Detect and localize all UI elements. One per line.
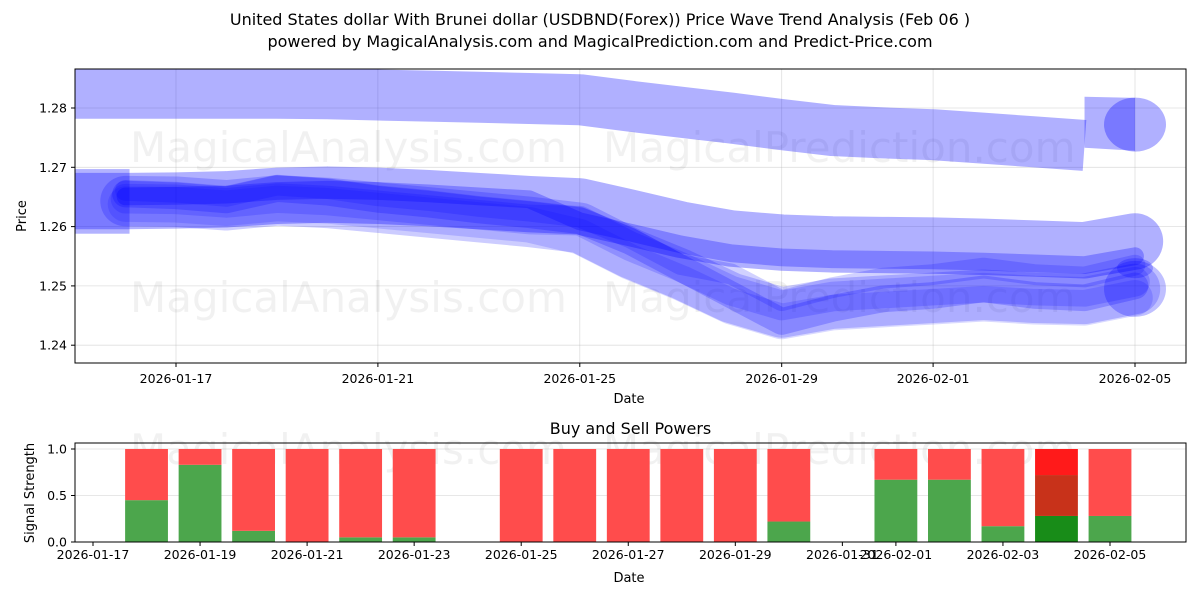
signal-x-tick: 2026-01-25 <box>485 547 558 562</box>
signal-bar <box>606 449 650 542</box>
signal-bar <box>713 449 757 542</box>
signal-x-label: Date <box>613 571 644 586</box>
price-x-tick: 2026-01-25 <box>543 371 616 386</box>
signal-bar <box>499 449 543 542</box>
signal-axes: 0.0 0.5 1.0 2026-01-17 2026-01-19 2026-01-21 2… <box>47 442 1146 563</box>
signal-x-tick: 2026-01-31 <box>806 547 879 562</box>
signal-x-tick: 2026-01-27 <box>592 547 665 562</box>
signal-bar <box>392 449 436 542</box>
signal-bars <box>125 449 1132 542</box>
signal-bar <box>178 449 222 542</box>
signal-y-tick: 0.5 <box>47 488 67 503</box>
price-y-tick: 1.24 <box>39 338 67 353</box>
price-y-tick: 1.28 <box>39 101 67 116</box>
signal-bar <box>981 449 1025 542</box>
price-x-label: Date <box>613 392 644 407</box>
signal-bar <box>660 449 704 542</box>
signal-bar <box>767 449 811 542</box>
price-x-tick: 2026-02-05 <box>1099 371 1172 386</box>
signal-x-tick: 2026-02-05 <box>1074 547 1147 562</box>
signal-bar <box>1088 449 1132 542</box>
signal-bar <box>285 449 329 542</box>
price-wave-bands <box>75 69 1166 340</box>
chart-title: United States dollar With Brunei dollar … <box>229 10 971 29</box>
signal-x-tick: 2026-01-29 <box>699 547 772 562</box>
signal-y-label: Signal Strength <box>23 443 38 543</box>
signal-bar <box>553 449 597 542</box>
signal-bar <box>232 449 275 542</box>
price-plot-frame <box>74 68 1187 364</box>
signal-bar <box>1035 449 1078 542</box>
price-x-tick: 2026-01-29 <box>745 371 818 386</box>
svg-text:MagicalPrediction.com: MagicalPrediction.com <box>603 123 1076 172</box>
signal-bar <box>339 449 383 542</box>
price-x-tick: 2026-01-21 <box>342 371 415 386</box>
signal-x-tick: 2026-01-21 <box>271 547 344 562</box>
price-watermark: MagicalAnalysis.com MagicalAnalysis.com Ma… <box>130 123 1076 322</box>
signal-plot-frame <box>74 442 1187 543</box>
price-y-tick: 1.26 <box>39 219 67 234</box>
chart-subtitle: powered by MagicalAnalysis.com and Magic… <box>267 32 933 51</box>
svg-text:MagicalAnalysis.com: MagicalAnalysis.com <box>130 273 567 322</box>
signal-x-tick: 2026-01-17 <box>57 547 130 562</box>
signal-x-tick: 2026-02-03 <box>967 547 1040 562</box>
price-axes: 2026-01-17 2026-01-21 2026-01-25 2026-01-29… <box>39 101 1171 387</box>
price-y-tick: 1.27 <box>39 160 67 175</box>
signal-y-tick: 0.0 <box>47 535 67 550</box>
svg-text:MagicalPrediction.com: MagicalPrediction.com <box>603 273 1076 322</box>
price-grid <box>75 69 1186 363</box>
signal-bar <box>125 449 168 542</box>
signal-x-tick: 2026-01-23 <box>378 547 451 562</box>
price-x-tick: 2026-02-01 <box>897 371 970 386</box>
bar-chart-title: Buy and Sell Powers <box>549 419 712 438</box>
price-y-label: Price <box>15 200 30 232</box>
signal-x-tick: 2026-01-19 <box>164 547 237 562</box>
signal-bar <box>928 449 971 542</box>
svg-text:MagicalAnalysis.com: MagicalAnalysis.com <box>130 123 567 172</box>
price-x-tick: 2026-01-17 <box>140 371 213 386</box>
signal-x-tick: 2026-02-01 <box>860 547 933 562</box>
signal-y-tick: 1.0 <box>47 442 67 457</box>
price-y-tick: 1.25 <box>39 278 67 293</box>
signal-bar <box>874 449 918 542</box>
